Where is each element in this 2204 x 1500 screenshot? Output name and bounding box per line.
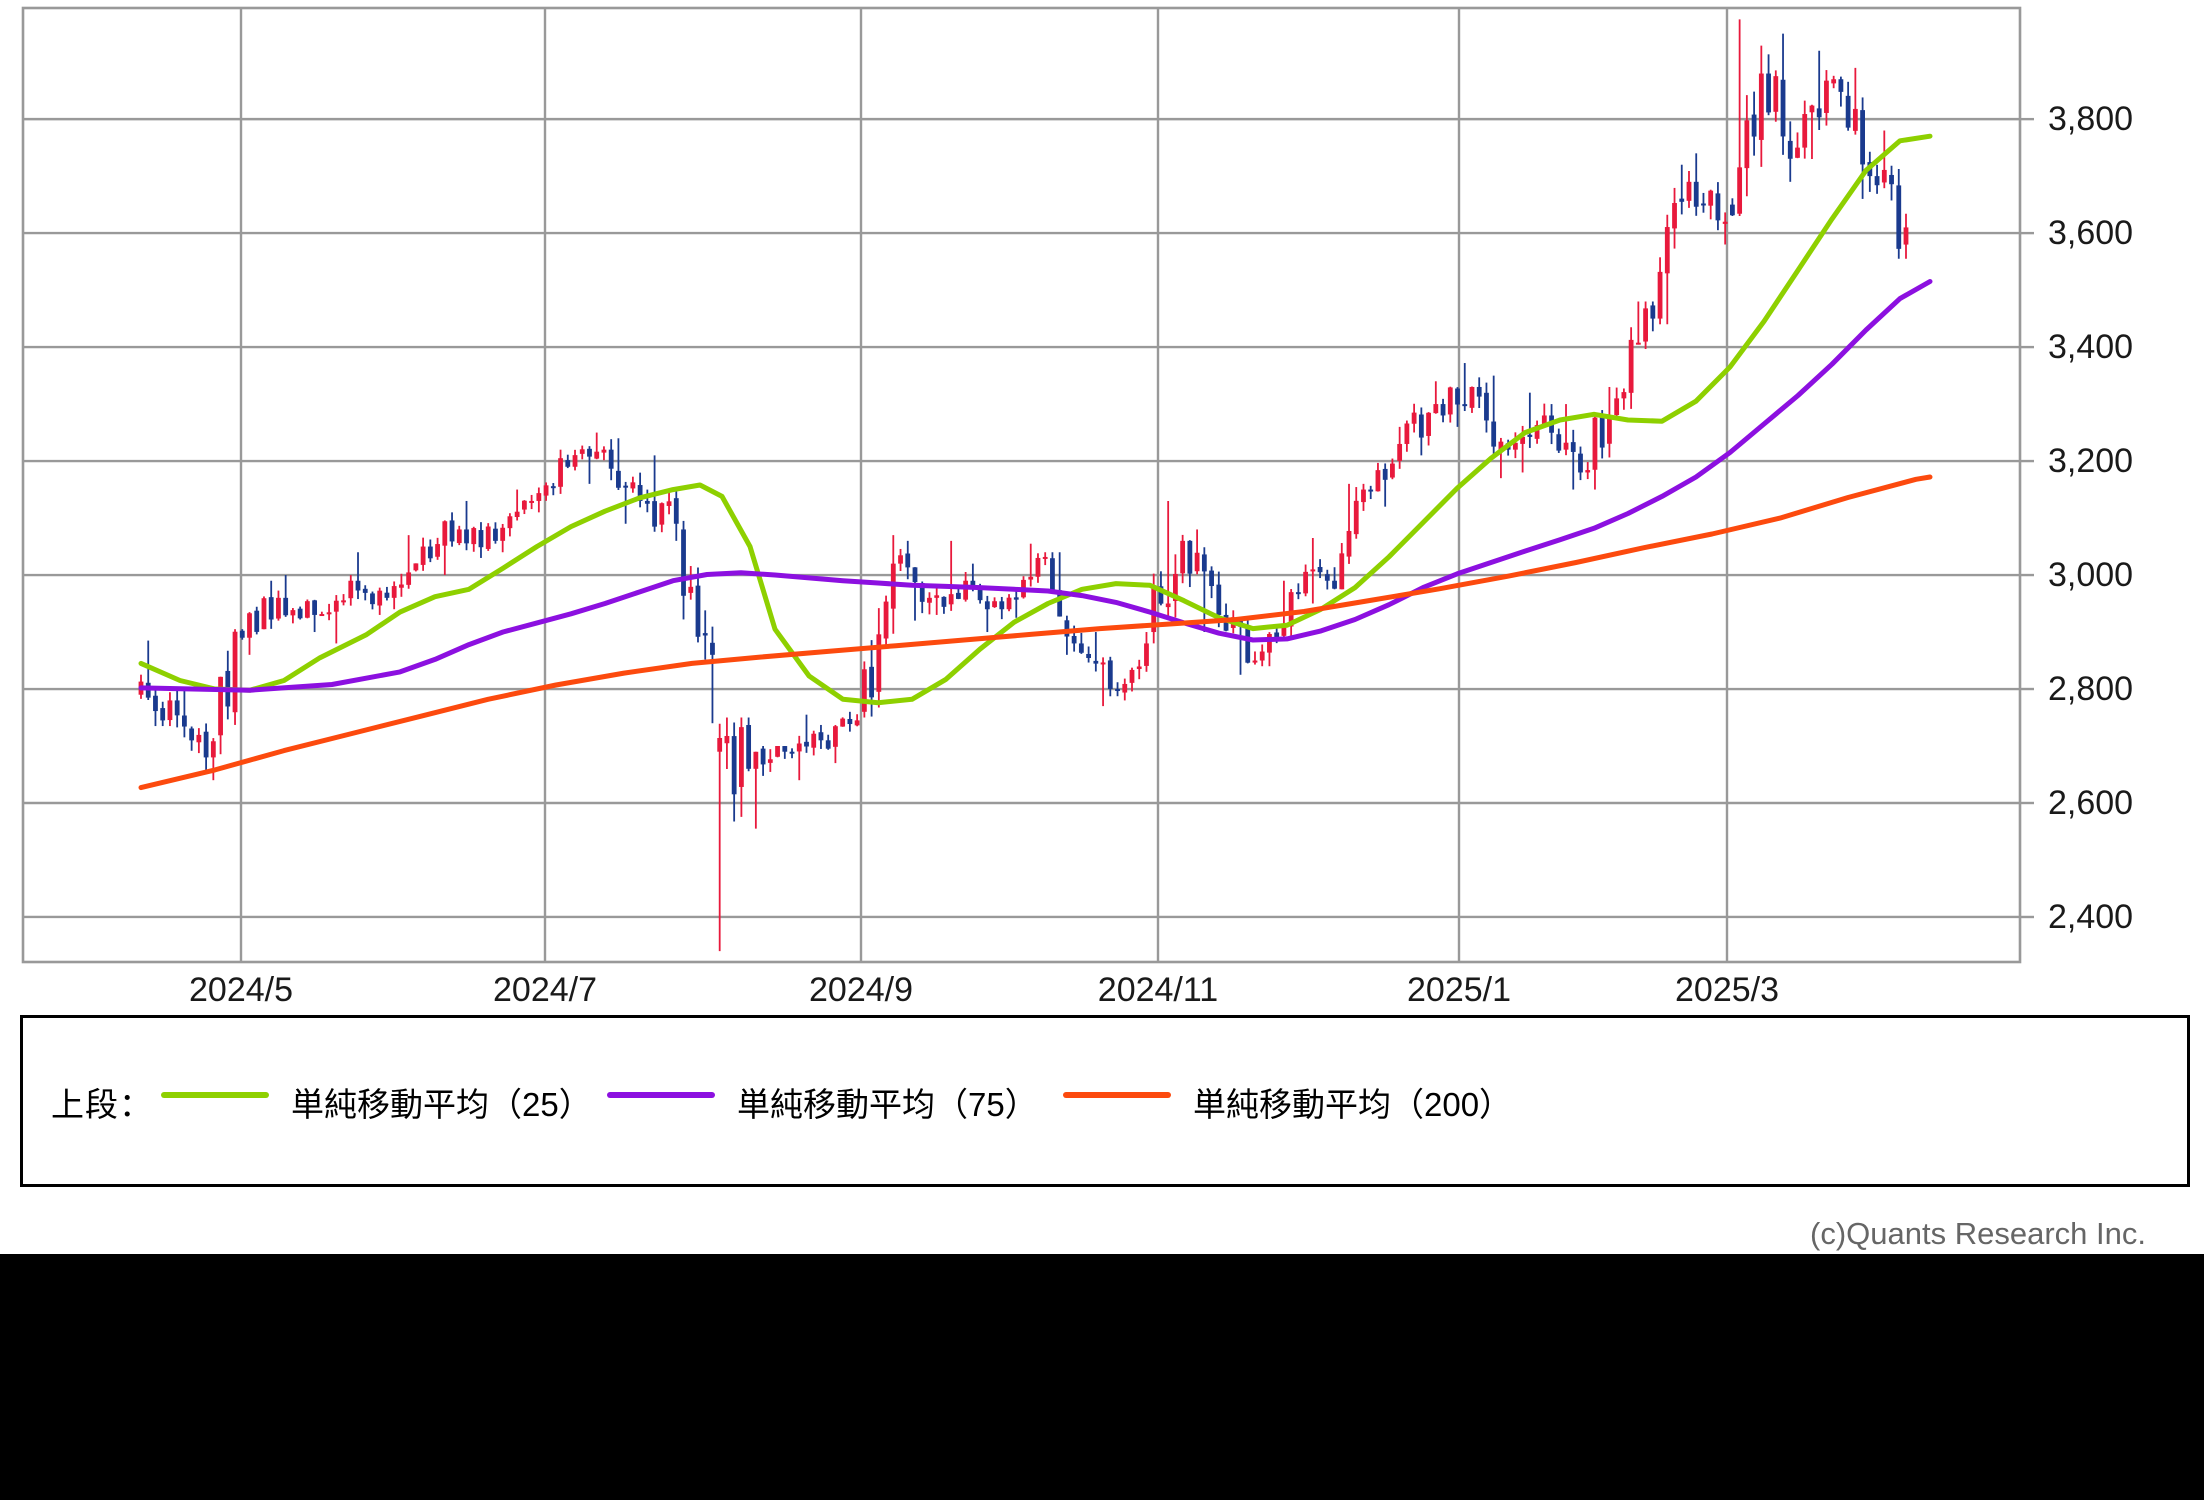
svg-text:3,200: 3,200 (2048, 442, 2133, 480)
legend-row: 上段： 単純移動平均（25） 単純移動平均（75） 単純移動平均（200） (23, 1076, 2187, 1123)
svg-text:2,800: 2,800 (2048, 670, 2133, 708)
bottom-black-bar (0, 1254, 2204, 1500)
sma25-label: 単純移動平均（25） (291, 1086, 592, 1123)
legend-prefix-label: 上段： (51, 1086, 153, 1123)
sma25-line-icon (161, 1092, 269, 1098)
sma75-line-icon (607, 1092, 715, 1098)
svg-text:2,400: 2,400 (2048, 898, 2133, 936)
svg-text:3,400: 3,400 (2048, 328, 2133, 366)
legend-box: 上段： 単純移動平均（25） 単純移動平均（75） 単純移動平均（200） (20, 1015, 2190, 1187)
svg-text:3,600: 3,600 (2048, 214, 2133, 252)
svg-text:2024/7: 2024/7 (493, 971, 597, 1009)
svg-text:2025/1: 2025/1 (1407, 971, 1511, 1009)
svg-text:2024/11: 2024/11 (1098, 971, 1218, 1009)
svg-text:2024/9: 2024/9 (809, 971, 913, 1009)
sma200-label: 単純移動平均（200） (1193, 1086, 1513, 1123)
svg-text:2,600: 2,600 (2048, 784, 2133, 822)
svg-text:2025/3: 2025/3 (1675, 971, 1779, 1009)
sma200-line-icon (1063, 1092, 1171, 1098)
svg-text:2024/5: 2024/5 (189, 971, 293, 1009)
svg-text:3,000: 3,000 (2048, 556, 2133, 594)
copyright-text: (c)Quants Research Inc. (1810, 1216, 2146, 1251)
svg-text:3,800: 3,800 (2048, 100, 2133, 138)
sma75-label: 単純移動平均（75） (737, 1086, 1038, 1123)
